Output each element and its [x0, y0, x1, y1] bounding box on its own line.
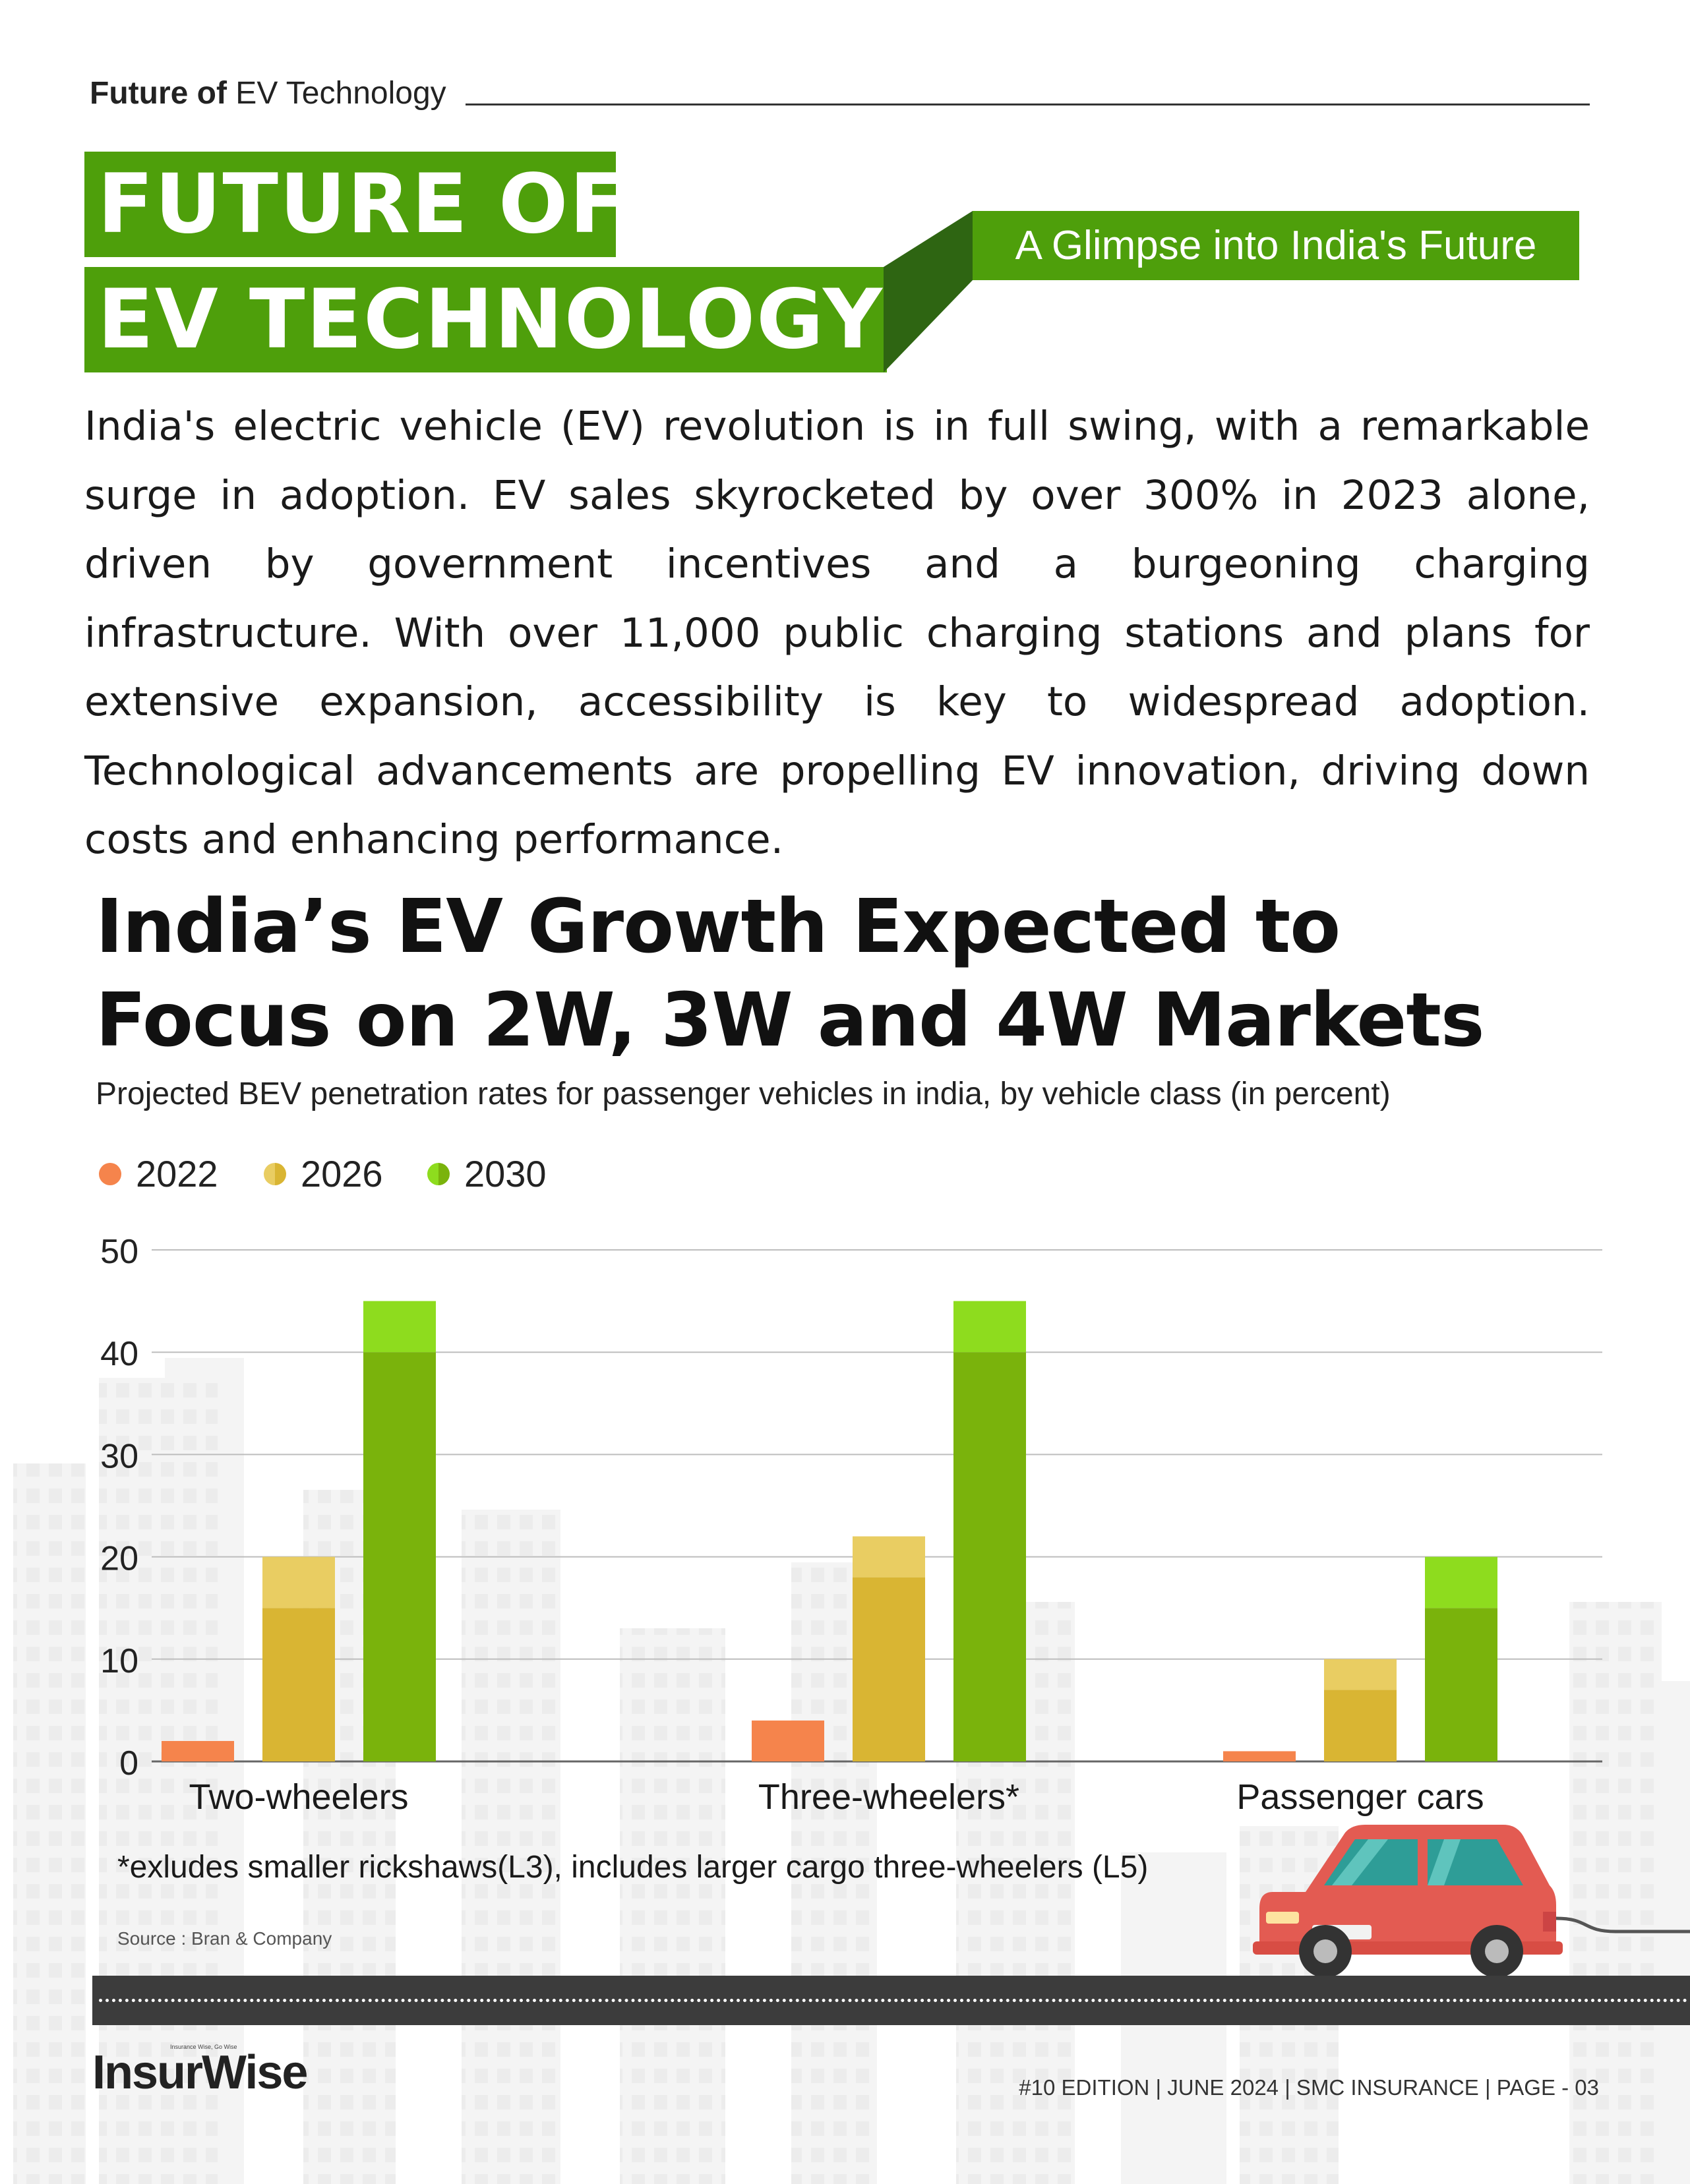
y-tick-label: 50	[100, 1233, 138, 1271]
legend-label-2030: 2030	[464, 1153, 547, 1195]
page-title-line-2: EV TECHNOLOGY	[84, 267, 887, 372]
chart-bars	[162, 1301, 1497, 1761]
legend-dot-2022	[99, 1162, 121, 1185]
page-footer-info: #10 EDITION | JUNE 2024 | SMC INSURANCE …	[1019, 2075, 1599, 2100]
chart-source: Source : Bran & Company	[117, 1928, 332, 1949]
bar-2030-1-range	[953, 1301, 1026, 1353]
bar-2030-1-base	[953, 1352, 1026, 1761]
road-divider	[92, 1976, 1690, 2025]
chart-title: India’s EV Growth Expected to Focus on 2…	[96, 884, 1485, 1063]
legend-item-2030: 2030	[427, 1152, 547, 1195]
bar-2030-2-base	[1425, 1608, 1497, 1761]
section-label-rest: EV Technology	[226, 76, 446, 111]
bar-2026-2-range	[1324, 1659, 1397, 1690]
bar-2026-1-range	[853, 1536, 925, 1578]
bar-2030-0-range	[363, 1301, 436, 1353]
legend-dot-2026	[264, 1162, 286, 1185]
subtitle-badge: A Glimpse into India's Future	[973, 211, 1579, 280]
brand-logo: InsurWise	[92, 2046, 308, 2099]
bar-chart: 0 10 20 30 40 50 Two-wheelers Three-wheelers* P…	[100, 1233, 1602, 1817]
bar-2030-2-range	[1425, 1556, 1497, 1608]
bar-2022-1	[752, 1720, 824, 1761]
x-axis-labels: Two-wheelers Three-wheelers* Passenger car…	[189, 1777, 1484, 1817]
bar-2022-0	[162, 1740, 234, 1761]
section-label-bold: Future of	[90, 76, 227, 111]
chart-footnote: *exludes smaller rickshaws(L3), includes…	[117, 1850, 1149, 1885]
bar-2026-1-base	[853, 1577, 925, 1761]
bar-2026-0-base	[262, 1608, 335, 1761]
electric-car-icon	[1253, 1825, 1690, 1978]
y-tick-label: 40	[100, 1335, 138, 1373]
bar-2026-0-range	[262, 1556, 335, 1608]
section-divider	[466, 103, 1590, 105]
road-dotted-line	[99, 1999, 1688, 2002]
page-title-line-1: FUTURE OF	[84, 152, 625, 257]
y-tick-label: 10	[100, 1642, 138, 1680]
x-category-label: Two-wheelers	[189, 1777, 408, 1817]
y-tick-label: 30	[100, 1437, 138, 1475]
section-label: Future of EV Technology	[90, 75, 446, 111]
bar-2030-0-base	[363, 1352, 436, 1761]
legend-label-2022: 2022	[136, 1153, 218, 1195]
x-category-label: Passenger cars	[1236, 1777, 1484, 1817]
chart-subtitle: Projected BEV penetration rates for pass…	[96, 1077, 1391, 1111]
title-ribbon-fold	[884, 211, 973, 372]
bar-2022-2	[1223, 1751, 1296, 1761]
bar-2026-2-base	[1324, 1690, 1397, 1761]
y-tick-label: 0	[119, 1744, 138, 1783]
intro-paragraph: India's electric vehicle (EV) revolution…	[84, 403, 1590, 863]
y-axis-ticks: 0 10 20 30 40 50	[100, 1233, 138, 1783]
y-tick-label: 20	[100, 1540, 138, 1578]
brand-tagline: Insurance Wise, Go Wise	[170, 2044, 237, 2050]
legend-dot-2030	[427, 1162, 450, 1185]
legend-label-2026: 2026	[301, 1153, 383, 1195]
legend-item-2022: 2022	[99, 1152, 218, 1195]
x-category-label: Three-wheelers*	[758, 1777, 1019, 1817]
legend-item-2026: 2026	[264, 1152, 383, 1195]
